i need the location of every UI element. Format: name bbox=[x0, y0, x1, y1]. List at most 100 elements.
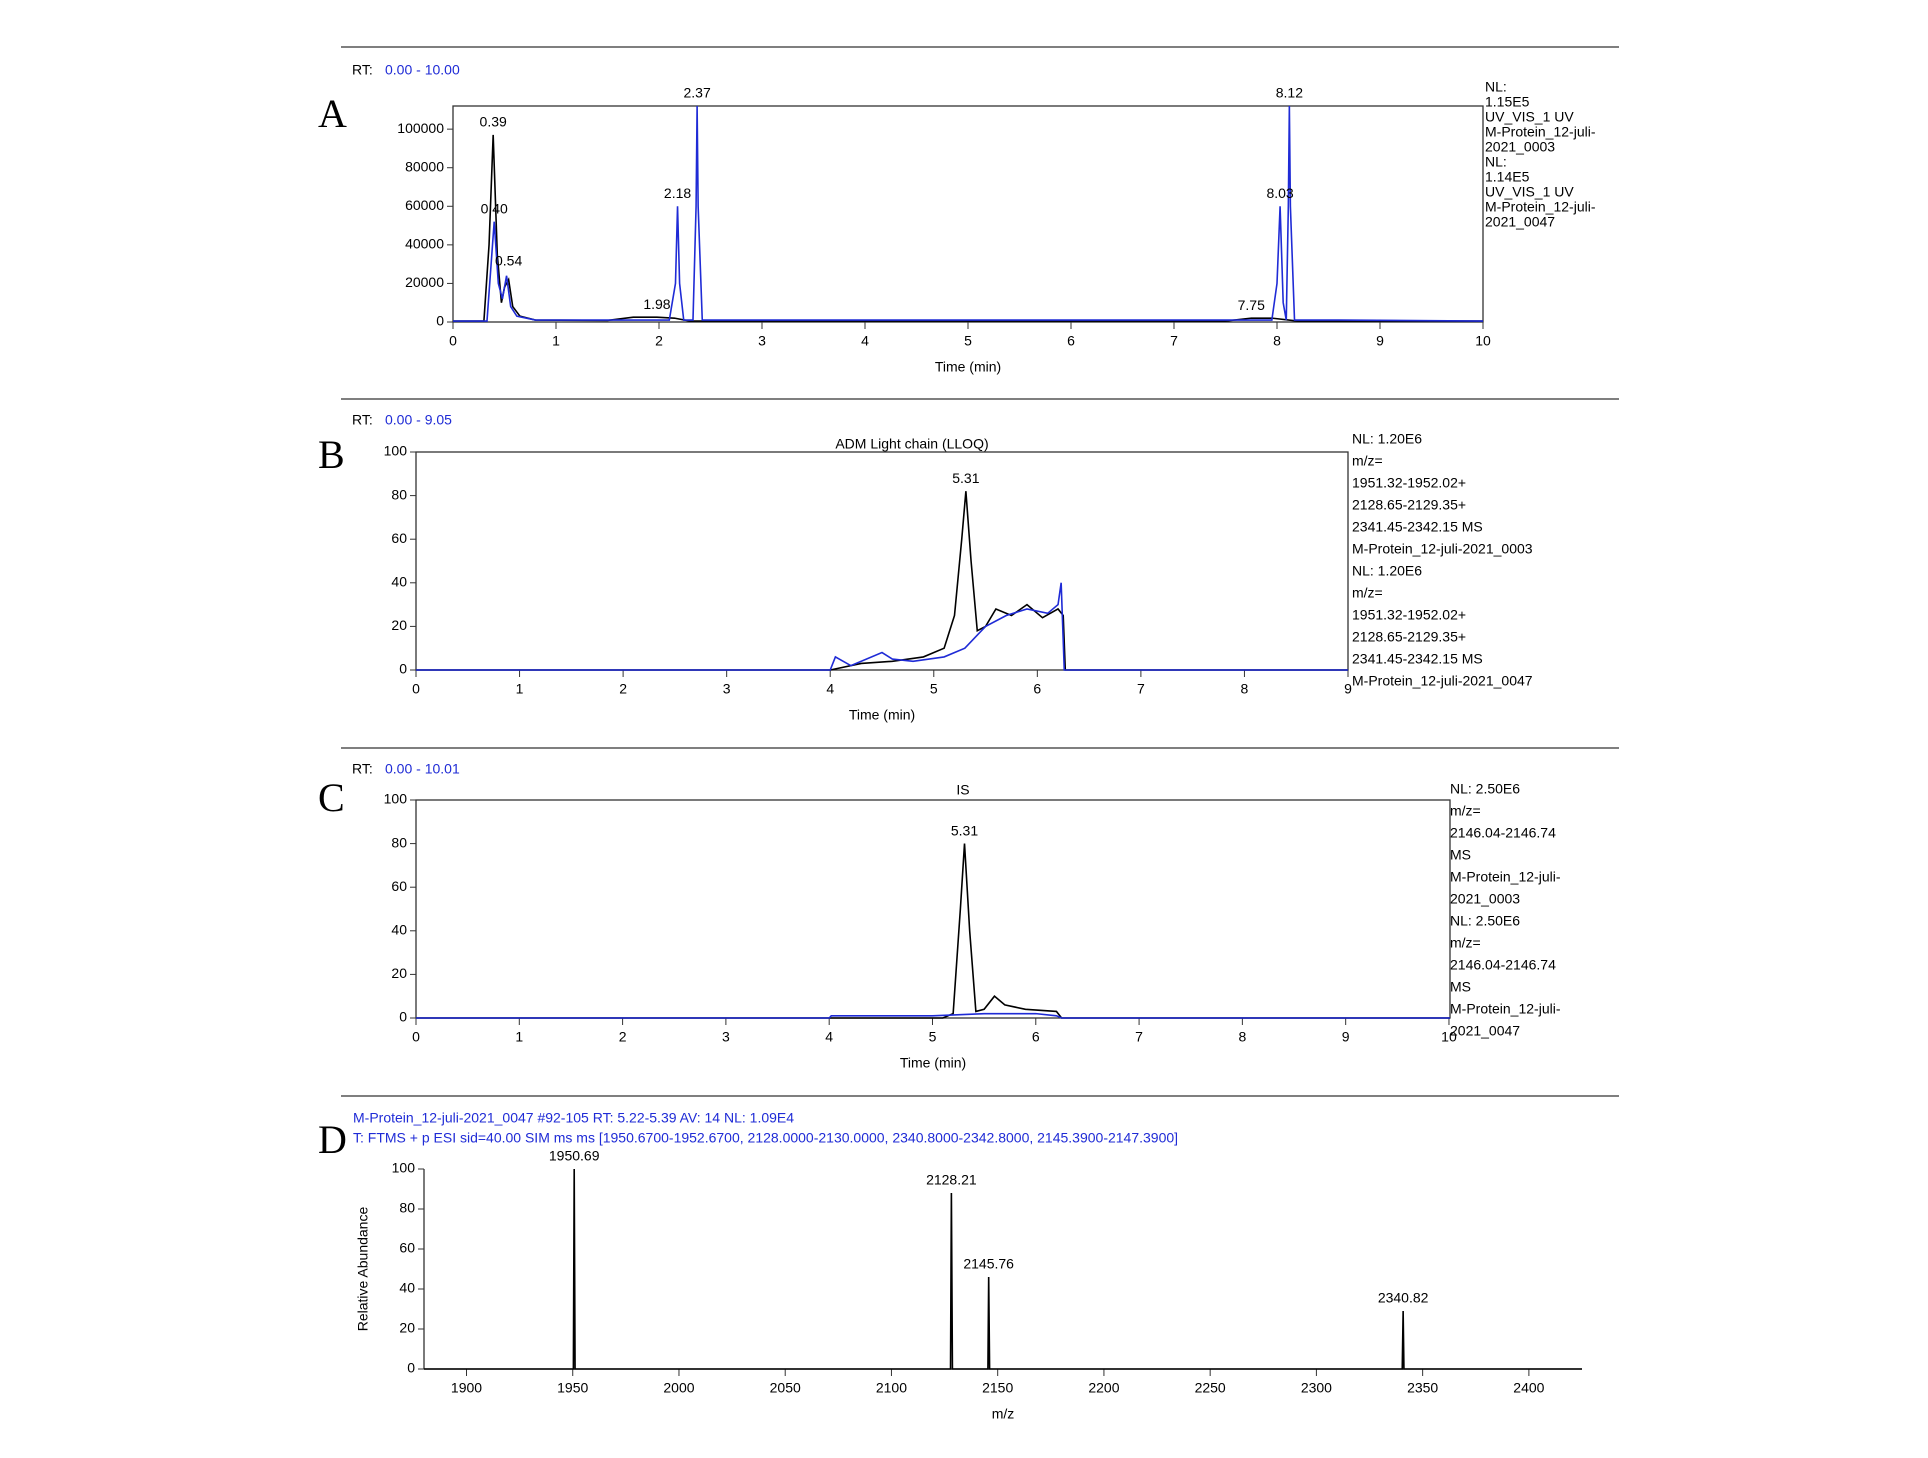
x-tick-label: 4 bbox=[825, 1029, 833, 1045]
x-tick-label: 1900 bbox=[451, 1380, 482, 1396]
rt-range: 0.00 - 10.00 bbox=[385, 62, 460, 78]
y-tick-label: 80 bbox=[399, 1200, 415, 1216]
peak-label: 2145.76 bbox=[963, 1256, 1014, 1272]
x-tick-label: 5 bbox=[964, 333, 972, 349]
trace-info: m/z= bbox=[1450, 935, 1481, 951]
trace-info: M-Protein_12-juli- bbox=[1485, 199, 1596, 215]
x-tick-label: 10 bbox=[1441, 1029, 1457, 1045]
x-tick-label: 6 bbox=[1033, 681, 1041, 697]
trace-info: 2021_0003 bbox=[1485, 139, 1555, 155]
peak-label: 5.31 bbox=[951, 822, 978, 838]
y-tick-label: 40000 bbox=[405, 236, 444, 252]
x-tick-label: 2300 bbox=[1301, 1380, 1332, 1396]
trace-info: M-Protein_12-juli- bbox=[1485, 124, 1596, 140]
x-tick-label: 6 bbox=[1032, 1029, 1040, 1045]
y-tick-label: 40 bbox=[399, 1280, 415, 1296]
rt-label: RT: bbox=[352, 412, 373, 428]
x-tick-label: 1 bbox=[515, 1029, 523, 1045]
trace-info: UV_VIS_1 UV bbox=[1485, 109, 1574, 125]
trace-info: NL: 2.50E6 bbox=[1450, 913, 1520, 929]
trace-info: m/z= bbox=[1352, 585, 1383, 601]
x-tick-label: 2100 bbox=[876, 1380, 907, 1396]
peak-label: 1950.69 bbox=[549, 1148, 600, 1164]
x-tick-label: 7 bbox=[1135, 1029, 1143, 1045]
y-tick-label: 0 bbox=[399, 1009, 407, 1025]
trace-info: 1951.32-1952.02+ bbox=[1352, 475, 1466, 491]
trace bbox=[424, 1168, 1582, 1370]
x-tick-label: 7 bbox=[1137, 681, 1145, 697]
y-tick-label: 100 bbox=[384, 791, 408, 807]
x-tick-label: 1 bbox=[516, 681, 524, 697]
x-tick-label: 4 bbox=[861, 333, 869, 349]
x-tick-label: 3 bbox=[723, 681, 731, 697]
x-tick-label: 2150 bbox=[982, 1380, 1013, 1396]
x-tick-label: 2200 bbox=[1088, 1380, 1119, 1396]
rt-label: RT: bbox=[352, 62, 373, 78]
x-tick-label: 8 bbox=[1238, 1029, 1246, 1045]
x-tick-label: 5 bbox=[930, 681, 938, 697]
x-axis-label: Time (min) bbox=[849, 707, 915, 723]
peak-label: 5.31 bbox=[952, 470, 979, 486]
panel-letter: D bbox=[318, 1117, 347, 1162]
trace-info: M-Protein_12-juli- bbox=[1450, 1001, 1561, 1017]
x-tick-label: 2350 bbox=[1407, 1380, 1438, 1396]
y-tick-label: 40 bbox=[391, 574, 407, 590]
x-tick-label: 2400 bbox=[1513, 1380, 1544, 1396]
trace-info: NL: bbox=[1485, 79, 1507, 95]
peak-label: 7.75 bbox=[1238, 297, 1265, 313]
y-tick-label: 40 bbox=[391, 922, 407, 938]
y-tick-label: 60000 bbox=[405, 197, 444, 213]
x-tick-label: 6 bbox=[1067, 333, 1075, 349]
trace-info: 2021_0003 bbox=[1450, 891, 1520, 907]
plot-frame bbox=[452, 105, 1484, 323]
x-tick-label: 0 bbox=[449, 333, 457, 349]
x-tick-label: 1950 bbox=[557, 1380, 588, 1396]
scan-header: T: FTMS + p ESI sid=40.00 SIM ms ms [195… bbox=[353, 1130, 1178, 1146]
x-tick-label: 9 bbox=[1344, 681, 1352, 697]
rt-label: RT: bbox=[352, 761, 373, 777]
trace-info: M-Protein_12-juli- bbox=[1450, 869, 1561, 885]
scan-header: M-Protein_12-juli-2021_0047 #92-105 RT: … bbox=[353, 1110, 794, 1126]
y-tick-label: 100000 bbox=[397, 120, 444, 136]
trace-info: NL: 1.20E6 bbox=[1352, 563, 1422, 579]
y-tick-label: 20 bbox=[391, 965, 407, 981]
rt-range: 0.00 - 9.05 bbox=[385, 412, 452, 428]
peak-label: 8.03 bbox=[1266, 185, 1293, 201]
trace-info: 2146.04-2146.74 bbox=[1450, 957, 1556, 973]
y-tick-label: 80 bbox=[391, 834, 407, 850]
trace-info: UV_VIS_1 UV bbox=[1485, 184, 1574, 200]
trace-info: 2341.45-2342.15 MS bbox=[1352, 519, 1483, 535]
x-tick-label: 7 bbox=[1170, 333, 1178, 349]
x-tick-label: 8 bbox=[1273, 333, 1281, 349]
y-tick-label: 20000 bbox=[405, 274, 444, 290]
trace-info: MS bbox=[1450, 847, 1471, 863]
rt-range: 0.00 - 10.01 bbox=[385, 761, 460, 777]
panel-letter: B bbox=[318, 432, 345, 477]
y-tick-label: 100 bbox=[384, 443, 408, 459]
trace bbox=[453, 105, 1484, 322]
trace-info: NL: bbox=[1485, 154, 1507, 170]
trace-info: 1.15E5 bbox=[1485, 94, 1530, 110]
x-tick-label: 2000 bbox=[663, 1380, 694, 1396]
y-tick-label: 20 bbox=[391, 617, 407, 633]
y-tick-label: 80 bbox=[391, 486, 407, 502]
x-axis-label: Time (min) bbox=[935, 359, 1001, 375]
x-axis-label: m/z bbox=[992, 1406, 1015, 1422]
trace-info: 1.14E5 bbox=[1485, 169, 1530, 185]
y-tick-label: 0 bbox=[399, 661, 407, 677]
y-axis-label: Relative Abundance bbox=[355, 1207, 371, 1332]
peak-label: 2128.21 bbox=[926, 1172, 977, 1188]
panel-letter: C bbox=[318, 775, 345, 820]
y-tick-label: 0 bbox=[436, 313, 444, 329]
trace bbox=[416, 1012, 1450, 1019]
x-tick-label: 3 bbox=[722, 1029, 730, 1045]
trace bbox=[416, 582, 1348, 671]
trace-info: 2128.65-2129.35+ bbox=[1352, 629, 1466, 645]
x-tick-label: 3 bbox=[758, 333, 766, 349]
trace-info: 2021_0047 bbox=[1450, 1023, 1520, 1039]
peak-label: 0.40 bbox=[481, 200, 508, 216]
y-tick-label: 60 bbox=[391, 878, 407, 894]
trace-info: M-Protein_12-juli-2021_0003 bbox=[1352, 541, 1533, 557]
y-tick-label: 20 bbox=[399, 1320, 415, 1336]
